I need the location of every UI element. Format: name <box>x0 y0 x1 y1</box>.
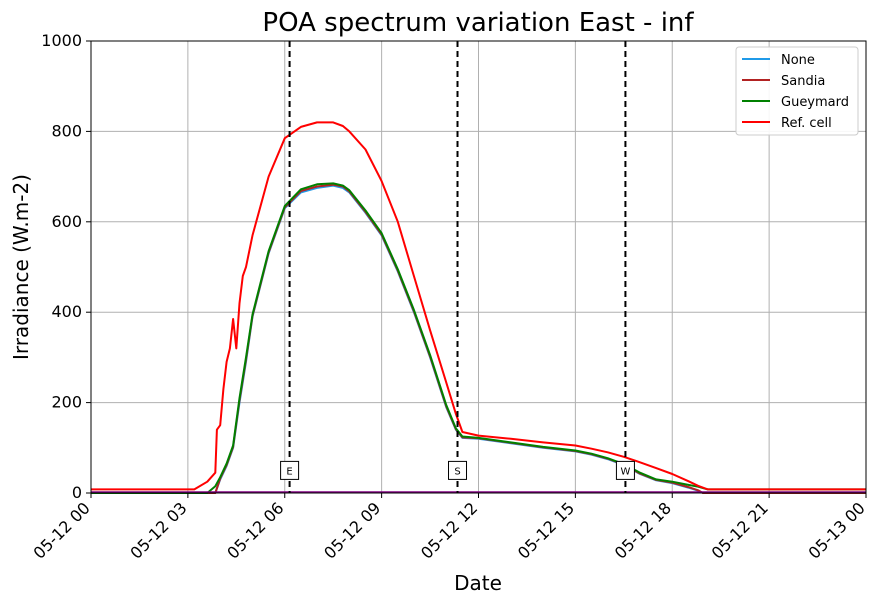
legend-label-none: None <box>781 53 815 68</box>
legend-label-gueymard: Gueymard <box>781 95 849 110</box>
marker-box-e <box>280 460 300 480</box>
y-axis-label: Irradiance (W.m-2) <box>9 174 33 360</box>
marker-label-w: W <box>620 466 630 477</box>
legend-label-ref-cell: Ref. cell <box>781 116 832 131</box>
x-axis-label: Date <box>454 571 502 595</box>
y-tick-label: 800 <box>51 121 82 140</box>
y-tick-label: 1000 <box>41 31 82 50</box>
marker-label-s: S <box>454 466 460 477</box>
series-line-ref-cell <box>91 121 866 491</box>
series-layer <box>91 121 866 494</box>
y-tick-label: 0 <box>72 483 82 502</box>
legend: None Sandia Gueymard Ref. cell <box>735 46 859 136</box>
marker-box-w <box>615 460 635 480</box>
y-tick-label: 600 <box>51 212 82 231</box>
marker-box-s <box>448 460 468 480</box>
legend-box <box>735 46 859 136</box>
marker-label-e: E <box>286 466 292 477</box>
legend-label-sandia: Sandia <box>781 74 825 89</box>
series-line-gueymard <box>91 182 866 494</box>
y-tick-label: 400 <box>51 302 82 321</box>
chart-title: POA spectrum variation East - inf <box>262 8 694 38</box>
y-tick-label: 200 <box>51 393 82 412</box>
